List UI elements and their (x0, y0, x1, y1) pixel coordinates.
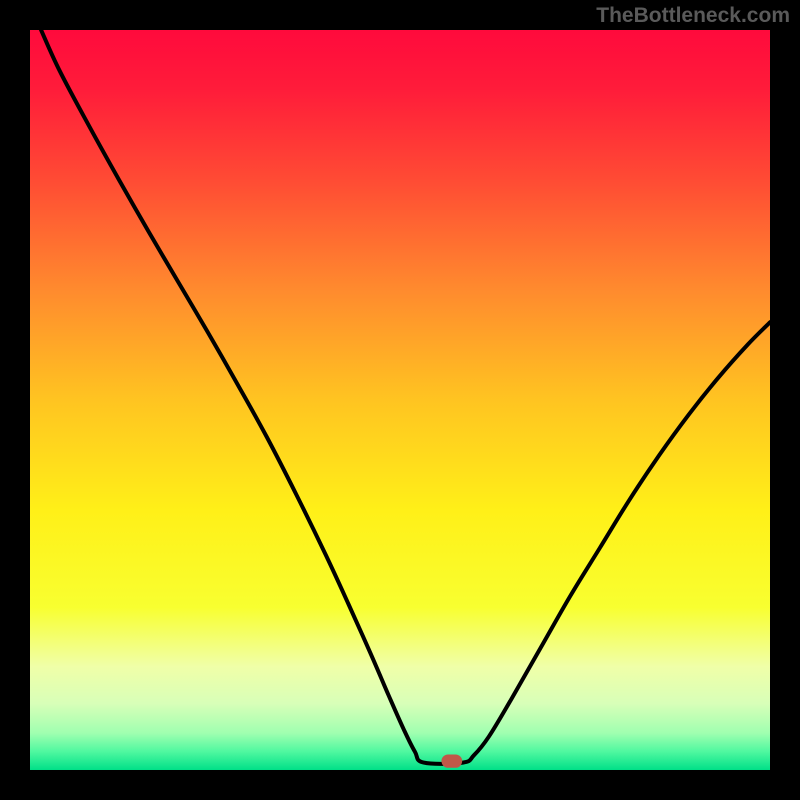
curve-layer (30, 30, 770, 770)
bottleneck-curve (41, 30, 770, 764)
plot-area (30, 30, 770, 770)
watermark-text: TheBottleneck.com (596, 4, 790, 28)
min-marker (441, 754, 462, 767)
bottleneck-chart: TheBottleneck.com (0, 0, 800, 800)
